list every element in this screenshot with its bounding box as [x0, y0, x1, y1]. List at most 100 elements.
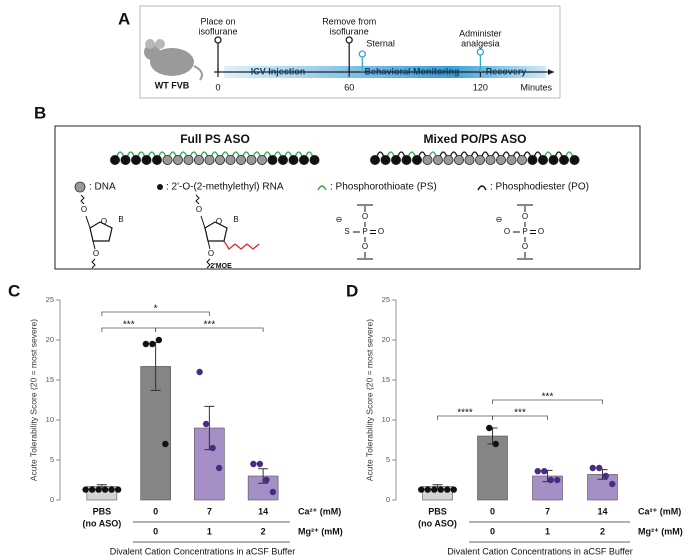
event-pin-head — [214, 36, 222, 44]
linkage — [210, 151, 219, 157]
data-point — [589, 464, 596, 472]
x-tick-label: (no ASO) — [418, 518, 457, 528]
event-pin-head — [358, 50, 366, 58]
row-label: Mg²⁺ (mM) — [638, 526, 683, 536]
data-point — [486, 424, 493, 432]
rna-nucleotide — [569, 154, 580, 165]
x-tick-label: PBS — [428, 506, 447, 516]
dna-nucleotide — [214, 154, 225, 165]
legend-symbol — [157, 184, 163, 190]
rna-nucleotide — [369, 154, 380, 165]
significance-label: *** — [542, 392, 554, 403]
atom-label: ⊖ — [496, 215, 503, 224]
dna-nucleotide — [464, 154, 475, 165]
linkage — [137, 151, 146, 157]
legend-symbol — [74, 181, 86, 193]
atom-label: O — [208, 249, 214, 258]
linkage — [481, 151, 490, 157]
data-point — [263, 476, 270, 484]
data-point — [534, 468, 541, 475]
data-point — [609, 480, 616, 488]
rna-nucleotide — [548, 154, 559, 165]
data-point — [437, 486, 444, 493]
x-tick-label: (no ASO) — [83, 518, 122, 528]
legend-symbol — [477, 185, 487, 191]
legend-label: : DNA — [89, 182, 116, 193]
atom-label: P — [362, 227, 367, 236]
linkage — [418, 151, 427, 157]
linkage — [284, 151, 293, 157]
data-point — [431, 486, 438, 493]
rna-nucleotide — [411, 154, 422, 165]
row-value: 2 — [261, 526, 266, 536]
data-point — [114, 486, 122, 493]
panel-frame — [139, 5, 561, 99]
atom-label: O — [81, 205, 87, 214]
significance-label: * — [154, 304, 158, 315]
y-tick-label: 10 — [382, 415, 390, 424]
rna-nucleotide — [309, 154, 320, 165]
dna-nucleotide — [506, 154, 517, 165]
phase-label: ICV Injection — [251, 66, 306, 76]
linkage — [449, 151, 458, 157]
tick-label: 60 — [344, 82, 354, 92]
y-tick-label: 15 — [382, 375, 390, 384]
rna-nucleotide — [267, 154, 278, 165]
row-label: Ca²⁺ (mM) — [638, 506, 681, 516]
data-point — [269, 488, 277, 496]
linkage — [168, 151, 177, 157]
data-point — [88, 486, 96, 493]
atom-label: ⊖ — [336, 215, 343, 224]
legend-label: : Phosphodiester (PO) — [490, 182, 589, 193]
linkage — [565, 151, 574, 157]
data-point — [202, 420, 210, 428]
y-tick-label: 0 — [386, 495, 390, 504]
atom-label: B — [233, 215, 238, 224]
linkage — [273, 151, 282, 157]
event-label: Remove from — [322, 16, 376, 26]
atom-label: O — [362, 212, 368, 221]
linkage — [221, 151, 230, 157]
tick-label: 0 — [215, 82, 220, 92]
y-tick-label: 25 — [382, 295, 390, 304]
data-point — [596, 464, 603, 472]
data-point — [108, 486, 115, 493]
row-value: 0 — [153, 526, 158, 536]
data-point — [101, 486, 109, 493]
row-value: 1 — [545, 526, 550, 536]
bond — [353, 204, 376, 260]
atom-label: O — [538, 227, 544, 236]
error-bar — [258, 468, 269, 484]
linkage — [147, 151, 156, 157]
row-value: 7 — [545, 506, 550, 516]
data-point — [82, 486, 89, 493]
dna-nucleotide — [183, 154, 194, 165]
atom-label: O — [93, 249, 99, 258]
rna-nucleotide — [559, 154, 570, 165]
dna-nucleotide — [495, 154, 506, 165]
event-pin-head — [345, 36, 353, 44]
linkage — [158, 151, 167, 157]
linkage — [523, 151, 532, 157]
atom-label: O — [101, 217, 107, 226]
phase-label: Behavioral Monitoring — [364, 66, 459, 76]
legend-label: : 2'-O-(2-methylethyl) RNA — [166, 182, 284, 193]
phase-label: Recovery — [486, 66, 527, 76]
dna-nucleotide — [193, 154, 204, 165]
event-label: analgesia — [461, 38, 500, 48]
data-point — [492, 440, 499, 448]
data-point — [209, 444, 216, 452]
atom-label: P — [522, 227, 527, 236]
linkage — [263, 151, 272, 157]
data-point — [95, 486, 102, 493]
linkage — [428, 151, 437, 157]
moe-chain — [223, 240, 260, 250]
rna-nucleotide — [151, 154, 162, 165]
linkage — [116, 151, 125, 157]
panel-label: C — [8, 281, 20, 300]
linkage — [126, 151, 135, 157]
atom-label: 2'MOE — [210, 263, 232, 270]
linkage — [502, 151, 511, 157]
dna-nucleotide — [422, 154, 433, 165]
data-point — [196, 368, 203, 376]
